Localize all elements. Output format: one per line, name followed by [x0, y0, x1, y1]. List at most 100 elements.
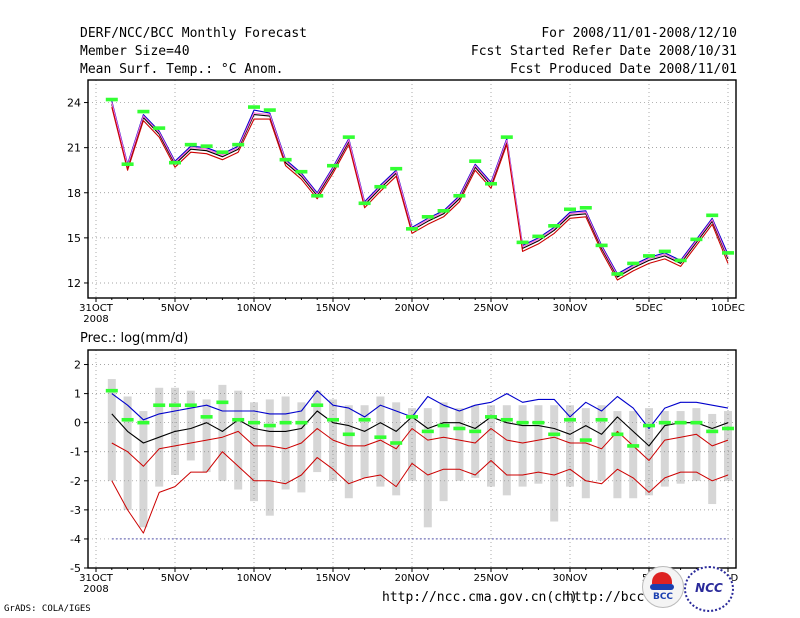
panel2-ytick-label-7: 2 [74, 359, 81, 372]
panel2-observed-mark-30 [564, 417, 576, 422]
panel2-spread-bar-11 [265, 399, 274, 516]
panel1-observed-mark-15 [327, 163, 339, 168]
panel1-observed-mark-12 [279, 157, 292, 162]
panel1-observed-mark-36 [658, 249, 671, 254]
panel1-observed-mark-10 [248, 105, 260, 109]
panel2-observed-mark-22 [437, 423, 450, 428]
panel1-observed-mark-23 [453, 193, 466, 198]
panel2-observed-mark-1 [105, 388, 118, 393]
panel2-year-label: 2008 [83, 584, 108, 595]
ncc-logo-label: NCC [695, 581, 723, 595]
panel2-spread-bar-17 [360, 405, 369, 478]
panel2-observed-mark-27 [516, 420, 529, 425]
footer-url-bcc[interactable]: http://bcc.c [566, 590, 660, 605]
panel1-observed-mark-32 [595, 243, 608, 248]
panel2-spread-bar-12 [281, 396, 290, 490]
panel2-observed-mark-34 [627, 444, 640, 448]
panel1-observed-mark-1 [105, 97, 118, 102]
panel1-observed-mark-20 [406, 227, 418, 231]
panel2-spread-bar-23 [455, 408, 464, 481]
panel2-spread-bar-3 [139, 411, 148, 528]
panel2-ytick-label-1: -4 [70, 533, 81, 546]
panel1-observed-mark-25 [485, 181, 497, 186]
panel2-observed-mark-8 [216, 400, 229, 405]
panel2-xtick-label-1: 5NOV [161, 573, 190, 584]
panel1-xtick-label-2: 10NOV [237, 303, 272, 314]
panel1-ytick-label-1: 15 [67, 232, 81, 245]
panel1-observed-mark-3 [137, 109, 150, 114]
panel2-xtick-label-6: 30NOV [553, 573, 588, 584]
panel1-observed-mark-28 [532, 234, 545, 239]
panel1-observed-mark-24 [469, 159, 482, 163]
panel2-observed-mark-38 [690, 420, 703, 425]
panel2-observed-mark-4 [153, 403, 166, 408]
panel1-xtick-label-7: 5DEC [635, 303, 662, 314]
panel2-observed-mark-9 [232, 417, 245, 422]
panel2-xtick-label-3: 15NOV [316, 573, 351, 584]
panel1-xtick-label-4: 20NOV [395, 303, 430, 314]
panel2-spread-bar-26 [502, 405, 511, 496]
panel2-xtick-label-0: 31OCT [79, 573, 114, 584]
panel1-observed-mark-16 [342, 135, 355, 139]
panel2-spread-bar-28 [534, 405, 543, 484]
panel1-ytick-label-4: 24 [67, 97, 81, 110]
panel1-series-lower [111, 106, 729, 281]
panel2-spread-bar-37 [676, 411, 685, 484]
panel2-spread-bar-24 [471, 405, 480, 478]
panel2-ytick-label-6: 1 [74, 388, 81, 401]
panel2-observed-mark-24 [469, 429, 482, 434]
panel1-observed-mark-40 [722, 251, 734, 255]
footer-url-ncc[interactable]: http://ncc.cma.gov.cn(ch) [382, 590, 578, 605]
panel2-spread-bar-1 [107, 379, 116, 481]
forecast-start-date: Fcst Started Refer Date 2008/10/31 [470, 44, 737, 59]
bcc-logo-wave [650, 584, 674, 590]
panel2-ytick-label-3: -2 [70, 475, 81, 488]
panel1-year-label: 2008 [83, 314, 108, 325]
panel1-xtick-label-6: 30NOV [553, 303, 588, 314]
panel2-observed-mark-12 [279, 420, 292, 425]
panel2-spread-bar-38 [692, 408, 701, 481]
bcc-logo-mark [652, 572, 672, 584]
panel2-xtick-label-4: 20NOV [395, 573, 430, 584]
panel2-series-upper [111, 390, 729, 430]
panel2-observed-mark-15 [327, 417, 339, 422]
panel1-observed-mark-18 [374, 184, 387, 189]
panel1-observed-mark-8 [216, 150, 229, 154]
panel2-observed-mark-13 [295, 420, 308, 425]
panel1-xtick-label-3: 15NOV [316, 303, 351, 314]
panel1-observed-mark-30 [564, 207, 576, 212]
panel1-observed-mark-17 [358, 201, 371, 206]
panel2-spread-bar-39 [708, 413, 717, 505]
panel1-observed-mark-7 [200, 144, 213, 148]
panel2-spread-bar-30 [566, 405, 574, 487]
panel1-observed-mark-9 [232, 142, 245, 147]
panel1-ytick-label-2: 18 [67, 187, 81, 200]
panel1-xtick-label-0: 31OCT [79, 303, 114, 314]
panel2-spread-bar-7 [202, 399, 211, 473]
grads-credit: GrADS: COLA/IGES [4, 604, 91, 614]
panel2-xtick-label-2: 10NOV [237, 573, 272, 584]
panel1-xtick-label-8: 10DEC [711, 303, 745, 314]
panel2-observed-mark-20 [406, 415, 418, 419]
panel1-series-upper [111, 100, 729, 275]
panel2-spread-bar-10 [250, 402, 258, 502]
panel2-observed-mark-18 [374, 435, 387, 439]
panel1-observed-mark-31 [579, 205, 592, 210]
panel2-observed-mark-40 [722, 426, 734, 431]
panel1-observed-mark-26 [500, 135, 513, 139]
panel2-spread-bar-2 [123, 396, 132, 510]
panel2-observed-mark-33 [611, 432, 624, 437]
panel2-series-lower2 [111, 451, 729, 534]
panel2-observed-mark-31 [579, 438, 592, 442]
panel2-observed-mark-32 [595, 417, 608, 422]
panel1-observed-mark-13 [295, 169, 308, 174]
chart-title: DERF/NCC/BCC Monthly Forecast [80, 26, 307, 41]
panel2-observed-mark-14 [311, 403, 324, 408]
panel2-observed-mark-37 [674, 420, 687, 425]
panel2-observed-mark-10 [248, 420, 260, 425]
panel1-ytick-label-3: 21 [67, 142, 81, 155]
panel2-observed-mark-23 [453, 426, 466, 431]
panel2-spread-bar-33 [613, 411, 622, 499]
panel2-spread-bar-8 [218, 384, 227, 481]
